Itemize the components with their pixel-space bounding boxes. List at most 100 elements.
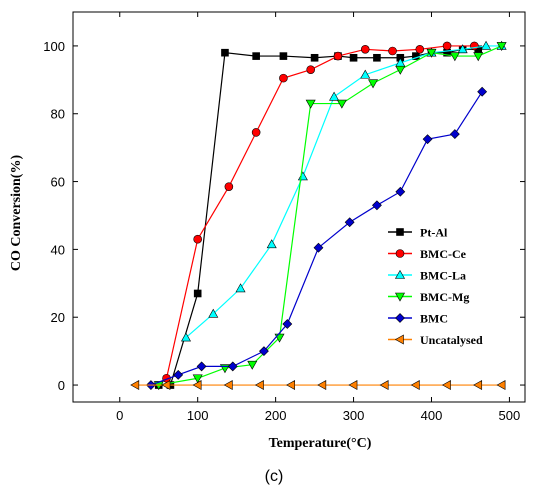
- data-point-uncatalysed: [254, 380, 264, 391]
- data-point-bmc: [449, 129, 460, 140]
- y-tick-label: 20: [51, 310, 65, 325]
- data-point-bmc: [173, 369, 184, 380]
- legend-marker: [394, 334, 404, 345]
- axes: 0 100 200 300 400 500 0 20 40 60 80 100: [43, 11, 526, 423]
- data-point-bmc-mg: [426, 48, 437, 58]
- data-point-pt-al: [373, 53, 381, 62]
- figure-caption: (c): [265, 468, 284, 485]
- data-point-bmc-ce: [251, 128, 261, 137]
- data-point-bmc-la: [297, 171, 308, 181]
- data-point-bmc-la: [360, 69, 371, 79]
- data-point-bmc: [259, 346, 269, 357]
- data-point-bmc-ce: [306, 65, 315, 74]
- data-point-uncatalysed: [410, 380, 420, 391]
- data-point-bmc-ce: [388, 46, 397, 56]
- series-line-bmc-la: [185, 45, 502, 339]
- data-point-bmc-ce: [415, 45, 425, 54]
- data-point-bmc-mg: [247, 360, 258, 370]
- plot-frame: [72, 11, 526, 403]
- series-bmc: [146, 86, 488, 390]
- data-point-bmc-mg: [473, 52, 484, 62]
- data-point-bmc: [344, 217, 355, 228]
- data-point-bmc: [477, 86, 488, 97]
- y-tick-label: 100: [43, 39, 65, 54]
- legend-marker: [394, 292, 406, 302]
- legend-label: BMC: [420, 312, 448, 326]
- legend-entry-bmc-la: BMC-La: [388, 269, 466, 283]
- data-point-bmc: [196, 361, 207, 372]
- data-point-uncatalysed: [441, 380, 451, 391]
- data-point-bmc-ce: [224, 182, 234, 191]
- data-point-uncatalysed: [192, 380, 202, 391]
- data-point-pt-al: [349, 53, 358, 62]
- data-point-bmc-la: [329, 91, 340, 101]
- data-point-bmc-la: [266, 239, 277, 249]
- data-point-bmc: [313, 242, 324, 253]
- data-point-bmc-mg: [305, 99, 316, 109]
- legend-entry-bmc: BMC: [388, 312, 448, 326]
- data-point-uncatalysed: [161, 380, 171, 391]
- legend-label: BMC-Ce: [420, 247, 467, 261]
- data-point-uncatalysed: [473, 380, 483, 391]
- data-point-bmc: [395, 186, 406, 197]
- data-point-bmc-ce: [279, 73, 288, 83]
- legend-label: Pt-Al: [420, 226, 448, 240]
- y-tick-label: 80: [51, 107, 65, 122]
- data-point-bmc: [372, 200, 382, 211]
- data-point-pt-al: [193, 289, 202, 298]
- legend: Pt-Al BMC-Ce BMC-La BMC-Mg BMC Uncatalysed: [388, 226, 483, 347]
- y-tick-label: 60: [51, 175, 65, 190]
- data-point-pt-al: [221, 48, 229, 57]
- legend-entry-bmc-mg: BMC-Mg: [388, 290, 469, 304]
- legend-entry-uncatalysed: Uncatalysed: [388, 333, 483, 347]
- legend-label: Uncatalysed: [420, 333, 483, 347]
- data-point-bmc-ce: [442, 41, 452, 51]
- legend-marker: [394, 269, 406, 279]
- y-axis-title: CO Conversion(%): [9, 155, 24, 272]
- data-point-bmc-ce: [470, 41, 479, 51]
- data-point-uncatalysed: [130, 380, 140, 391]
- legend-entry-bmc-ce: BMC-Ce: [388, 247, 467, 261]
- data-point-bmc-mg: [336, 99, 347, 109]
- data-point-bmc-la: [235, 283, 246, 293]
- data-point-bmc-la: [481, 40, 492, 50]
- data-point-bmc: [282, 319, 293, 329]
- data-point-bmc-mg: [368, 79, 379, 89]
- y-tick-label: 40: [51, 242, 65, 257]
- data-point-bmc-ce: [193, 234, 202, 244]
- data-point-uncatalysed: [496, 380, 506, 391]
- series-bmc-ce: [162, 41, 479, 383]
- legend-marker: [395, 313, 405, 323]
- x-tick-label: 300: [343, 408, 365, 423]
- y-tick-label: 0: [58, 378, 65, 393]
- data-point-bmc-mg: [395, 65, 406, 75]
- legend-marker: [396, 228, 404, 236]
- legend-marker: [395, 249, 405, 258]
- series-line-pt-al: [158, 48, 479, 386]
- legend-label: BMC-Mg: [420, 290, 469, 304]
- x-tick-label: 200: [265, 408, 287, 423]
- data-point-bmc-mg: [496, 42, 507, 52]
- data-point-pt-al: [279, 52, 288, 60]
- series-line-bmc-ce: [165, 45, 475, 379]
- data-point-bmc-mg: [219, 364, 230, 374]
- data-point-uncatalysed: [286, 380, 296, 391]
- data-point-uncatalysed: [379, 380, 389, 391]
- data-point-pt-al: [310, 53, 319, 62]
- data-point-uncatalysed: [348, 380, 358, 391]
- legend-entry-pt-al: Pt-Al: [388, 226, 448, 240]
- x-tick-label: 400: [421, 408, 443, 423]
- data-point-bmc-la: [208, 308, 219, 318]
- series-uncatalysed: [130, 380, 506, 391]
- x-tick-label: 100: [187, 408, 209, 423]
- data-point-bmc: [227, 361, 238, 372]
- x-tick-label: 0: [116, 408, 123, 423]
- data-point-bmc-ce: [333, 51, 343, 61]
- x-tick-label: 500: [499, 408, 521, 423]
- series-bmc-la: [180, 40, 507, 342]
- data-point-uncatalysed: [223, 380, 233, 391]
- data-point-bmc-ce: [360, 45, 370, 54]
- data-point-bmc-mg: [449, 52, 460, 62]
- legend-label: BMC-La: [420, 269, 466, 283]
- data-point-bmc-mg: [192, 374, 203, 384]
